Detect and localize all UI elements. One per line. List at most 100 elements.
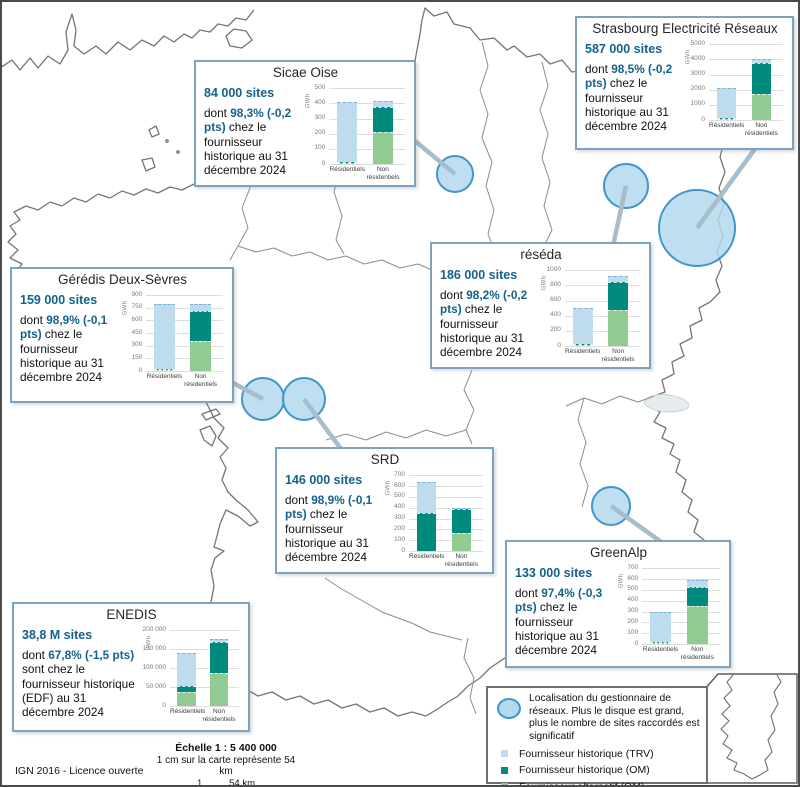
legend-circle-icon xyxy=(497,698,521,719)
y-axis: 700 600 500 400 300 200 100 0 xyxy=(612,564,642,646)
y-tick: 150 xyxy=(131,353,143,361)
bar-non-residentiels xyxy=(451,507,472,552)
sites-count: 159 000 sites xyxy=(20,293,98,308)
plot-area xyxy=(709,44,785,122)
gridline xyxy=(170,706,239,708)
y-tick: 500 xyxy=(314,83,326,91)
operator-description: dont 98,5% (-0,2 pts) chez le fournisseu… xyxy=(585,62,673,133)
y-tick: 600 xyxy=(627,574,639,582)
x-axis-labels: Résidentiels Non résidentiels xyxy=(564,348,635,363)
mini-chart: GWh 1000 800 600 400 200 0 Résidentiels Non rési… xyxy=(535,264,642,364)
callout-greenalp: GreenAlp 133 000 sites dont 97,4% (-0,3 … xyxy=(505,540,731,668)
y-tick: 150 000 xyxy=(142,644,167,652)
gridline xyxy=(642,600,720,602)
segment-alt xyxy=(177,691,196,707)
operator-description: dont 98,9% (-0,1 pts) chez le fournisseu… xyxy=(285,493,373,564)
operator-title: SRD xyxy=(370,452,400,467)
y-tick: 300 xyxy=(627,607,639,615)
callout-reseda: réséda 186 000 sites dont 98,2% (-0,2 pt… xyxy=(430,242,651,369)
x-axis-labels: Résidentiels Non résidentiels xyxy=(170,708,236,723)
gridline xyxy=(709,89,783,91)
segment-alt xyxy=(451,532,472,552)
gridline xyxy=(146,358,223,360)
scale-subtitle: 1 cm sur la carte représente 54 km xyxy=(156,755,296,777)
bar-residentiels xyxy=(716,88,737,121)
segment-alt xyxy=(608,309,629,347)
y-tick: 300 xyxy=(314,114,326,122)
y-tick: 0 xyxy=(138,366,143,374)
corsica-inset xyxy=(703,673,798,784)
segment-trv xyxy=(686,579,708,587)
y-tick: 2000 xyxy=(690,85,705,93)
gridline xyxy=(329,88,405,90)
attribution: IGN 2016 - Licence ouverte xyxy=(15,765,144,777)
operator-description: dont 98,3% (-0,2 pts) chez le fournisseu… xyxy=(204,106,292,177)
segment-trv xyxy=(372,101,394,107)
scale-bar-labels: 1 54 km xyxy=(197,778,255,787)
lake-geneva xyxy=(643,394,690,413)
gridline xyxy=(409,507,483,509)
legend-item-trv: Fournisseur historique (TRV) xyxy=(495,748,700,760)
mini-chart: GWh 200 000 150 000 100 000 50 000 0 Résidenti… xyxy=(140,624,241,724)
bar-non-residentiels xyxy=(209,638,229,707)
y-tick: 0 xyxy=(162,701,166,709)
callout-geredis: Gérédis Deux-Sèvres 159 000 sites dont 9… xyxy=(10,267,234,403)
segment-om xyxy=(372,106,394,133)
gridline xyxy=(709,104,783,106)
gridline xyxy=(409,551,483,553)
sites-count: 133 000 sites xyxy=(515,566,593,581)
callout-sicae-oise: Sicae Oise 84 000 sites dont 98,3% (-0,2… xyxy=(194,60,416,187)
y-tick: 50 000 xyxy=(146,682,166,690)
gridline xyxy=(409,475,483,477)
gridline xyxy=(564,300,640,302)
gridline xyxy=(329,148,405,150)
mini-chart: GWh 5000 4000 3000 2000 1000 0 Résidentiels Non … xyxy=(679,38,785,138)
y-tick: 4000 xyxy=(690,54,705,62)
gridline xyxy=(146,307,223,309)
gridline xyxy=(146,333,223,335)
y-tick: 700 xyxy=(394,470,405,478)
y-tick: 800 xyxy=(550,280,561,288)
y-tick: 100 xyxy=(314,144,326,152)
islet xyxy=(176,150,180,154)
islet xyxy=(165,139,169,143)
y-axis: 1000 800 600 400 200 0 xyxy=(535,266,565,348)
gridline xyxy=(709,59,783,61)
segment-trv xyxy=(608,276,629,283)
segment-trv xyxy=(650,612,671,643)
gridline xyxy=(564,285,640,287)
y-axis: 500 400 300 200 100 0 xyxy=(299,83,329,166)
gridline xyxy=(409,496,483,498)
mini-chart: GWh 900 750 600 450 300 150 0 Résidentiels Non ré… xyxy=(116,289,225,389)
y-tick: 400 xyxy=(550,311,561,319)
segment-trv xyxy=(416,482,437,514)
segment-om xyxy=(177,686,196,692)
callout-strasbourg: Strasbourg Electricité Réseaux 587 000 s… xyxy=(575,16,794,150)
segment-om xyxy=(608,282,629,310)
plot-area xyxy=(146,295,225,373)
gridline xyxy=(564,330,640,332)
bar-residentiels xyxy=(416,482,437,552)
operator-title: ENEDIS xyxy=(106,607,157,622)
operator-title: Gérédis Deux-Sèvres xyxy=(57,272,188,287)
y-tick: 900 xyxy=(131,290,143,298)
segment-om xyxy=(154,369,175,371)
gridline xyxy=(642,579,720,581)
region-borders xyxy=(229,41,655,715)
swatch-om-historique xyxy=(501,766,508,774)
gridline xyxy=(329,133,405,135)
y-tick: 200 xyxy=(394,524,405,532)
y-tick: 400 xyxy=(394,503,405,511)
y-tick: 600 xyxy=(131,315,143,323)
gridline xyxy=(329,164,405,166)
gridline xyxy=(642,589,720,591)
gridline xyxy=(642,644,720,646)
gridline xyxy=(564,270,640,272)
y-tick: 200 xyxy=(550,326,561,334)
legend-item-om-alternatif: Fournisseur alternatif (OM) xyxy=(495,781,700,785)
gridline xyxy=(146,320,223,322)
coastlines xyxy=(2,7,726,717)
gridline xyxy=(709,44,783,46)
legend-circle-text: Localisation du gestionnaire de réseaux.… xyxy=(529,693,700,742)
